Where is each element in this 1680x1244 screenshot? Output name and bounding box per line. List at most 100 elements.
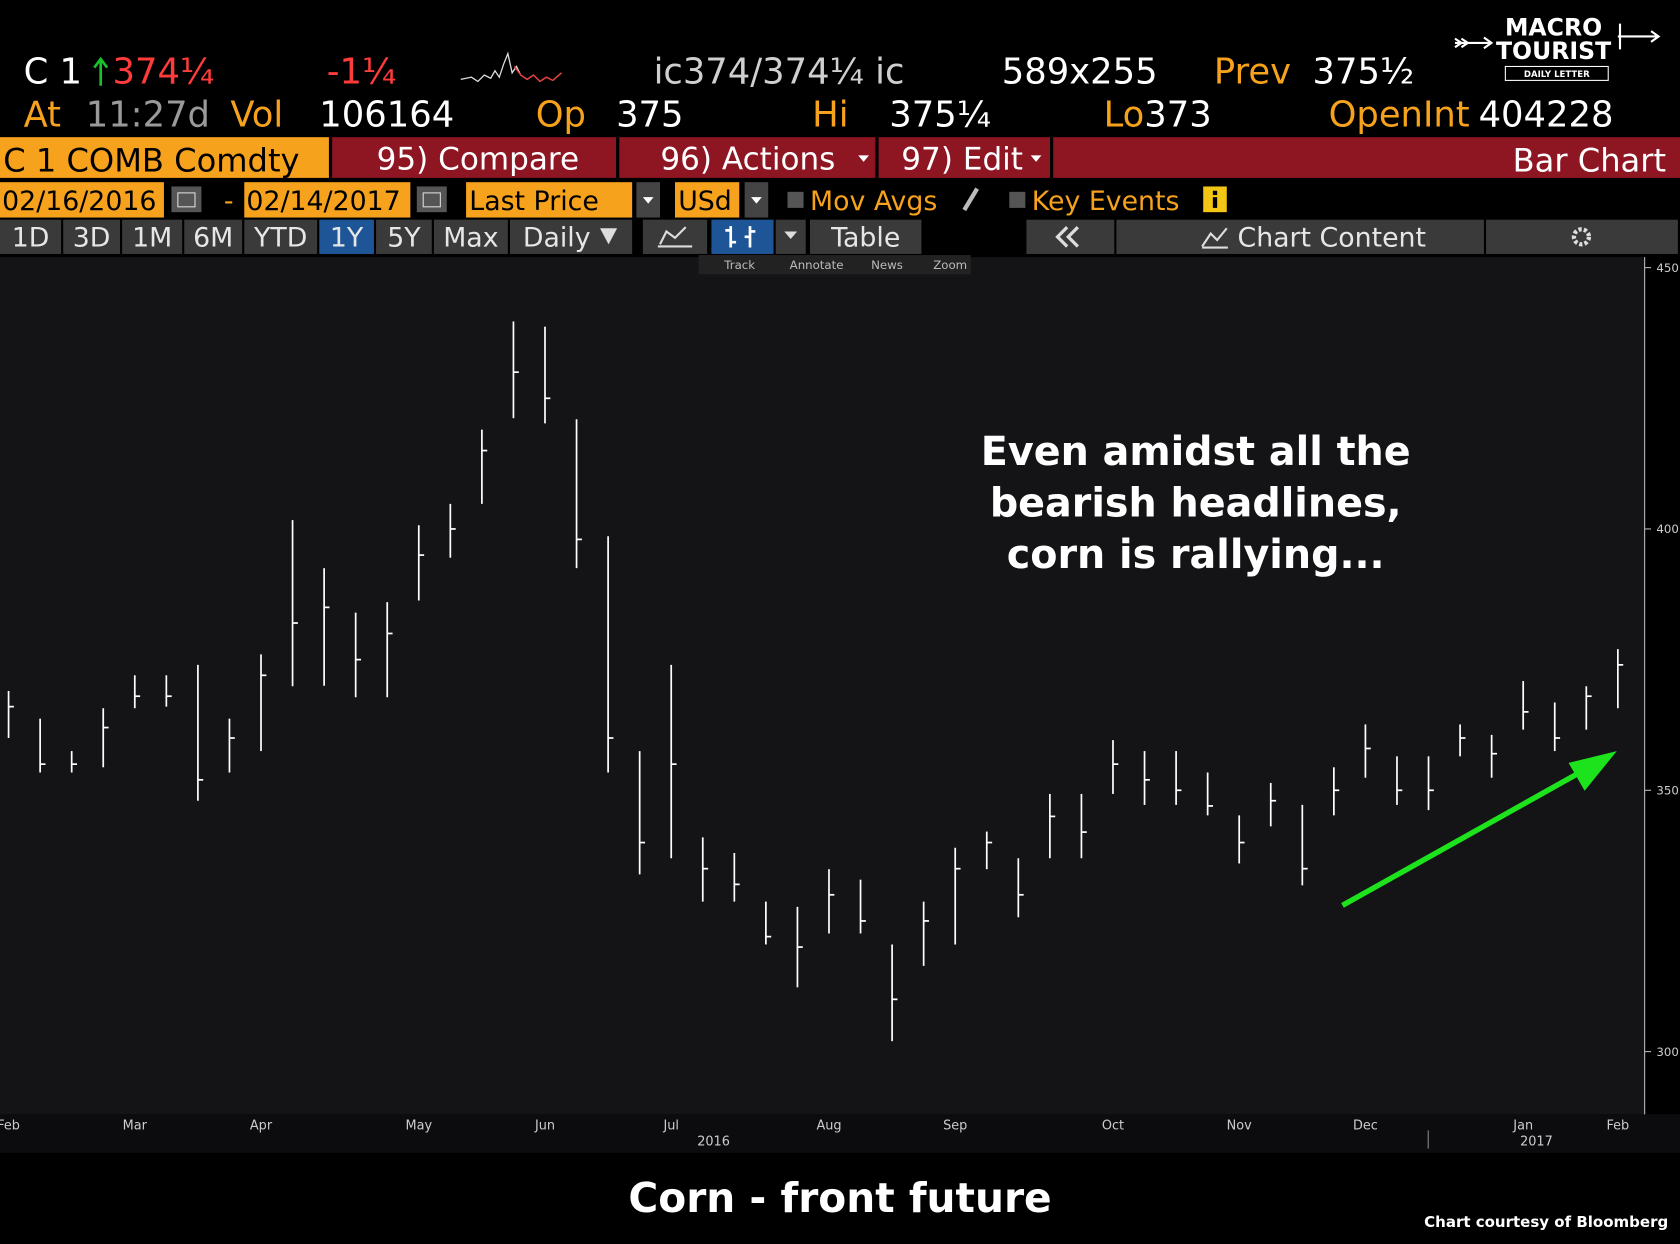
period-label: 6M [193, 222, 233, 253]
bar-chart-button[interactable] [711, 219, 774, 254]
period-button[interactable] [122, 219, 183, 254]
quote-header: C 1 374¼ -1¼ ic374/374¼ ic 589x255 Prev … [24, 51, 1614, 135]
high-label: Hi [812, 94, 848, 135]
open-value: 375 [616, 94, 683, 135]
credit: Chart courtesy of Bloomberg [1424, 1213, 1668, 1231]
gear-icon [1571, 227, 1592, 247]
chart-content-button[interactable] [1116, 219, 1484, 254]
ticker: C 1 [24, 52, 82, 93]
annotation-line: Even amidst all the [981, 429, 1411, 475]
logo-tagline: DAILY LETTER [1524, 70, 1590, 80]
calendar-button[interactable] [416, 186, 447, 213]
end-date: 02/14/2017 [246, 186, 400, 217]
view-title: Bar Chart [1513, 141, 1666, 179]
logo-arrow [1454, 36, 1494, 50]
x-tick-label: Feb [0, 1118, 20, 1133]
high-value: 375¼ [889, 94, 991, 135]
field-value: Last Price [469, 186, 599, 217]
x-tick-label: Apr [250, 1118, 273, 1133]
period-label: 1Y [330, 222, 364, 253]
start-date-field[interactable] [0, 182, 164, 218]
period-button[interactable] [0, 219, 62, 254]
trend-arrow [1341, 768, 1585, 908]
period-label: 5Y [387, 222, 421, 253]
menu-button[interactable] [619, 137, 876, 178]
y-tick-label: 350 [1656, 784, 1678, 798]
menu-button[interactable] [332, 137, 617, 178]
logo: MACRO TOURIST DAILY LETTER [1454, 13, 1661, 81]
dropdown-caret [751, 197, 762, 204]
period-label: 3D [73, 222, 111, 253]
field-select[interactable] [466, 182, 633, 218]
chart-tools: Track Annotate News Zoom [723, 258, 967, 272]
open-label: Op [536, 94, 586, 135]
x-tick-label: Sep [943, 1118, 967, 1133]
info-icon [1212, 197, 1218, 208]
caption: Corn - front future [628, 1174, 1051, 1222]
date-separator: - [224, 186, 234, 217]
x-axis-area [0, 1114, 1680, 1153]
period-button[interactable] [244, 219, 318, 254]
logo-line1: MACRO [1505, 13, 1602, 41]
frequency: Daily [523, 222, 591, 253]
low-label: Lo [1104, 94, 1145, 135]
table-label: Table [830, 222, 900, 253]
plot-area [0, 257, 1645, 1115]
currency: USd [678, 186, 732, 217]
mov-avgs-label: Mov Avgs [810, 186, 937, 217]
calendar-icon [422, 192, 441, 208]
x-tick-label: Dec [1353, 1118, 1378, 1133]
period-button[interactable] [63, 219, 120, 254]
period-label: 1D [12, 222, 50, 253]
oi-label: OpenInt [1329, 94, 1470, 135]
period-buttons: 1D 3D 1M 6M YTD 1Y 5Y Max [0, 219, 508, 254]
dropdown-caret [600, 228, 618, 245]
period-button[interactable] [184, 219, 243, 254]
annotation-line: bearish headlines, [990, 480, 1402, 526]
end-date-field[interactable] [244, 182, 411, 218]
tool-label[interactable]: Zoom [933, 258, 967, 272]
settings-button[interactable] [1486, 219, 1678, 254]
x-tick-label: Jan [1512, 1118, 1533, 1133]
prev-label: Prev [1214, 52, 1291, 93]
table-button[interactable] [810, 219, 922, 254]
x-tick-label: Feb [1606, 1118, 1629, 1133]
chart-content-label: Chart Content [1238, 222, 1427, 253]
period-button[interactable] [319, 219, 374, 254]
period-button[interactable] [376, 219, 432, 254]
menu-button[interactable] [878, 137, 1050, 178]
checkbox[interactable] [787, 191, 804, 208]
oi-value: 404228 [1479, 94, 1614, 135]
x-tick-label: Oct [1102, 1118, 1124, 1133]
tool-label[interactable]: News [871, 258, 903, 272]
collapse-icon [1055, 226, 1079, 248]
line-icon [657, 226, 693, 248]
low-value: 373 [1144, 94, 1211, 135]
time-value: 11:27d [86, 94, 210, 135]
checkbox[interactable] [1009, 191, 1026, 208]
net-change: -1¼ [327, 52, 397, 93]
security: C 1 COMB Comdty [3, 141, 299, 179]
period-label: 1M [132, 222, 172, 253]
price-bars: 300 350 400 450 Feb Mar Apr May Jun Jul Aug Sep Oct N… [0, 261, 1679, 1133]
dropdown-caret [642, 197, 654, 204]
info-icon [1212, 190, 1218, 196]
time-label: At [24, 94, 62, 135]
logo-box [1504, 65, 1609, 81]
y-tick-label: 400 [1656, 522, 1678, 536]
view-title-bar [1053, 137, 1680, 178]
currency-select[interactable] [675, 182, 740, 218]
calendar-button[interactable] [171, 186, 202, 213]
x-tick-label: May [406, 1118, 433, 1133]
period-button[interactable] [433, 219, 508, 254]
tool-label[interactable]: Annotate [790, 258, 844, 272]
annotation-line: corn is rallying... [1007, 532, 1385, 578]
period-label: Max [443, 222, 498, 253]
chart-toolbar [698, 255, 971, 275]
pencil-icon[interactable] [962, 187, 979, 212]
security-field[interactable] [0, 137, 329, 178]
tool-label[interactable]: Track [723, 258, 755, 272]
x-tick-label: Jul [662, 1118, 679, 1133]
bid-ask-size: 589x255 [1002, 52, 1158, 93]
